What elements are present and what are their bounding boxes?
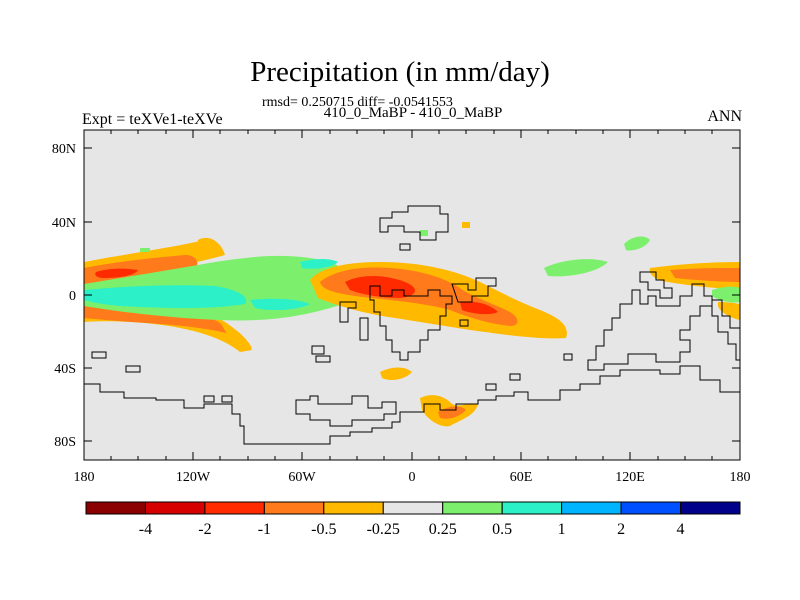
colorbar-swatch: [561, 501, 622, 515]
coastlines: [84, 205, 741, 445]
field-brazil-yellow: [220, 322, 252, 349]
coast-small-8: [459, 319, 469, 327]
colorbar-label: -4: [139, 521, 152, 538]
colorbar-label: 2: [617, 521, 625, 538]
colorbar-label: 4: [677, 521, 685, 538]
field-nh-yellow-1: [198, 237, 218, 248]
colorbar-swatch: [442, 501, 503, 515]
x-tick-label: 120E: [615, 470, 645, 485]
case-label: 410_0_MaBP - 410_0_MaBP: [323, 105, 503, 121]
colorbar-swatch: [620, 501, 682, 515]
x-tick-labels: 180 120W 60W 0 60E 120E 180: [74, 470, 751, 485]
colorbar-swatch: [323, 501, 384, 515]
map-panel: 180 120W 60W 0 60E 120E 180 80N 40N 0 40…: [52, 129, 751, 485]
field-nh-green-3: [420, 230, 428, 236]
field-eq-pacific-cyan: [84, 285, 247, 308]
colorbar-label: -0.25: [367, 521, 400, 538]
colorbar-label: -2: [198, 521, 211, 538]
field-sw-atlantic-yellow: [380, 367, 412, 380]
axis-ticks: [83, 130, 741, 460]
coast-small-5: [485, 383, 497, 391]
x-tick-label: 180: [74, 470, 95, 485]
field-south-pacific-orange: [84, 304, 230, 334]
x-tick-label: 60E: [510, 470, 533, 485]
field-wpac-yellow-2: [718, 302, 740, 320]
coast-south-america: [311, 345, 331, 363]
colorbar-swatch: [382, 501, 444, 515]
y-tick-label: 80S: [54, 435, 76, 450]
coast-small-4: [221, 395, 233, 403]
coast-africa-west: [339, 301, 357, 323]
x-tick-label: 0: [409, 470, 416, 485]
colorbar-label: -1: [258, 521, 271, 538]
coast-east-asia-north: [639, 271, 673, 299]
field-nh-green-2: [624, 236, 650, 251]
experiment-label: Expt = teXVe1-teXVe: [82, 111, 223, 128]
colorbar-label: -0.5: [311, 521, 336, 538]
coast-small-7: [563, 353, 573, 361]
colorbar-label: 0.5: [492, 521, 512, 538]
coast-small-3: [203, 395, 215, 403]
coast-maritime: [711, 299, 741, 361]
colorbar-swatch: [85, 501, 146, 515]
coast-antarctic-islands: [295, 395, 397, 427]
y-tick-label: 80N: [52, 142, 76, 157]
colorbar-swatch: [144, 501, 206, 515]
field-nh-green-4: [140, 248, 150, 252]
map-title: Precipitation (in mm/day): [250, 56, 550, 88]
coast-small-2: [125, 365, 141, 373]
y-tick-label: 40S: [54, 362, 76, 377]
coast-small-6: [509, 373, 521, 381]
field-eq-pacific-cyan-3: [300, 259, 338, 269]
y-tick-label: 0: [69, 289, 76, 304]
coast-greenland: [379, 205, 449, 241]
colorbar-swatch: [204, 501, 265, 515]
stats-subtitle: rmsd= 0.250715 diff= -0.0541553: [262, 95, 453, 110]
colorbar-swatch: [501, 501, 563, 515]
colorbar-label: 0.25: [429, 521, 457, 538]
field-south-indian-orange: [438, 406, 466, 419]
coast-arabia: [451, 277, 497, 303]
x-tick-label: 180: [730, 470, 751, 485]
field-north-pacific-red: [95, 268, 138, 278]
precip-anomaly-fields: [84, 222, 740, 427]
x-tick-label: 120W: [176, 470, 211, 485]
field-nh-yellow-2: [462, 222, 470, 228]
colorbar: -4 -2 -1 -0.5 -0.25 0.25 0.5 1 2 4: [85, 501, 741, 538]
coast-iberia: [359, 317, 369, 341]
colorbar-swatch: [263, 501, 325, 515]
field-north-pacific-orange: [84, 255, 198, 287]
season-label: ANN: [707, 108, 742, 125]
y-tick-labels: 80N 40N 0 40S 80S: [52, 142, 76, 450]
coast-africa: [369, 285, 453, 361]
coast-east-asia: [587, 283, 713, 371]
y-tick-label: 40N: [52, 216, 76, 231]
field-atlantic-red-2: [460, 301, 498, 315]
field-wpac-green: [712, 286, 740, 303]
field-nh-green-1: [544, 259, 608, 277]
coast-small-1: [91, 351, 107, 359]
coast-iceland: [399, 243, 411, 251]
x-tick-label: 60W: [288, 470, 316, 485]
field-wpac-orange: [670, 268, 740, 282]
coast-antarctica: [84, 365, 740, 445]
colorbar-swatch: [680, 501, 741, 515]
field-eq-pacific-cyan-2: [250, 298, 310, 311]
colorbar-label: 1: [558, 521, 566, 538]
